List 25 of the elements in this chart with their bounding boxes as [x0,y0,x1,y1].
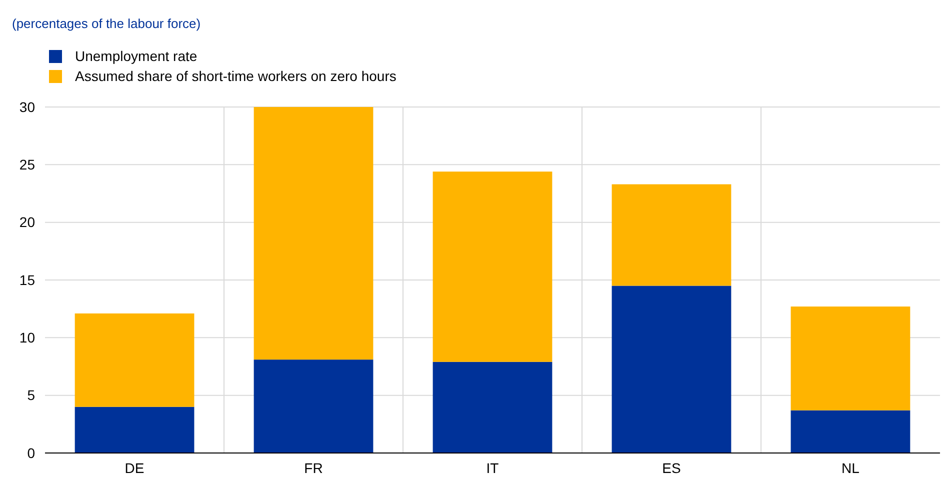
y-tick-label: 10 [19,330,36,346]
bar [612,184,732,286]
bar [254,107,374,360]
bar [612,286,732,453]
bar [74,406,194,453]
bar [74,313,194,407]
y-tick-label: 30 [19,98,36,115]
legend-label: Assumed share of short-time workers on zero hours [75,68,396,84]
x-tick-label: FR [304,460,323,476]
y-tick-label: 15 [19,272,36,288]
bar [790,410,910,453]
x-tick-label: IT [486,460,500,476]
bar [790,306,910,410]
y-tick-label: 5 [27,387,36,404]
x-tick-label: ES [662,460,681,476]
bar [254,360,374,453]
y-tick-label: 0 [27,444,36,461]
x-tick-label: DE [124,460,144,476]
legend-label: Unemployment rate [75,48,198,64]
bar [432,172,552,362]
bar [432,362,552,453]
chart-subtitle: (percentages of the labour force) [12,16,201,31]
x-tick-label: NL [842,460,860,476]
y-tick-label: 25 [19,156,36,173]
y-tick-label: 20 [19,214,36,230]
